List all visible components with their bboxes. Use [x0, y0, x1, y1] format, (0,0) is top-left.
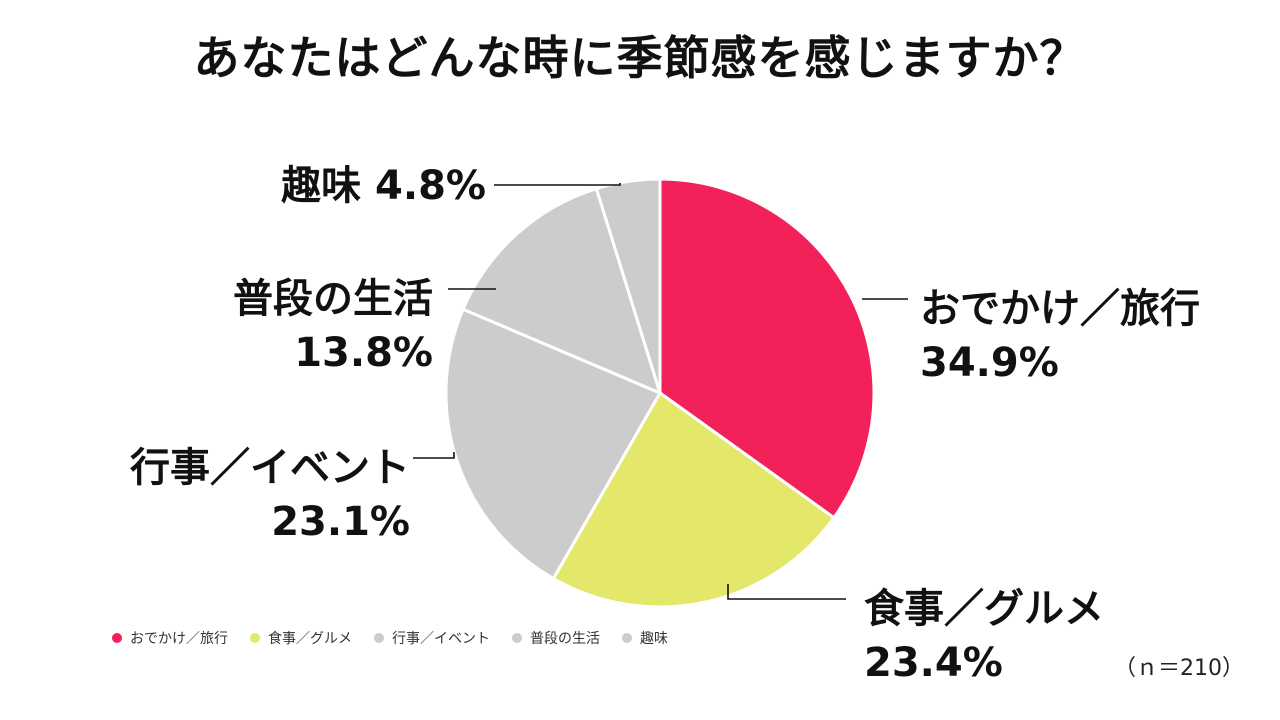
- data-label-5: 趣味 4.8%: [281, 163, 486, 209]
- legend-label-5: 趣味: [640, 631, 668, 647]
- data-label-3: 行事／イベント 23.1%: [130, 445, 410, 545]
- legend-label-4: 普段の生活: [530, 631, 600, 647]
- data-label-1-line-1: おでかけ／旅行: [920, 286, 1200, 332]
- data-label-1: おでかけ／旅行 34.9%: [920, 286, 1200, 386]
- callout-line-3: [413, 452, 455, 459]
- data-label-2: 食事／グルメ 23.4%: [864, 586, 1104, 686]
- data-label-4-line-1: 普段の生活: [233, 276, 433, 322]
- data-label-3-line-2: 23.1%: [271, 499, 410, 545]
- data-label-2-line-2: 23.4%: [864, 640, 1003, 686]
- legend-item-2: 食事／グルメ: [250, 628, 352, 648]
- legend-swatch-5: [622, 633, 632, 643]
- pie-slice-2: [551, 390, 837, 609]
- legend-item-5: 趣味: [622, 628, 668, 648]
- legend-swatch-4: [512, 633, 522, 643]
- legend-label-3: 行事／イベント: [392, 631, 490, 647]
- pie-slice-5: [594, 177, 662, 394]
- legend-item-1: おでかけ／旅行: [112, 628, 228, 648]
- callout-line-2: [727, 584, 846, 600]
- data-label-4: 普段の生活 13.8%: [233, 276, 433, 376]
- data-label-4-line-2: 13.8%: [294, 330, 433, 376]
- legend-label-1: おでかけ／旅行: [130, 631, 228, 647]
- sample-size-note: （ｎ＝210）: [1114, 656, 1244, 681]
- legend-swatch-1: [112, 633, 122, 643]
- data-label-1-line-2: 34.9%: [920, 340, 1059, 386]
- pie-slice-3: [444, 307, 663, 581]
- legend: おでかけ／旅行 食事／グルメ 行事／イベント 普段の生活 趣味: [112, 628, 690, 648]
- legend-swatch-2: [250, 633, 260, 643]
- legend-item-4: 普段の生活: [512, 628, 600, 648]
- legend-item-3: 行事／イベント: [374, 628, 490, 648]
- legend-swatch-3: [374, 633, 384, 643]
- data-label-2-line-1: 食事／グルメ: [864, 586, 1104, 632]
- chart-title: あなたはどんな時に季節感を感じますか？: [193, 31, 1087, 85]
- data-label-3-line-1: 行事／イベント: [130, 445, 410, 491]
- data-label-5-line-1: 趣味 4.8%: [281, 163, 486, 209]
- callout-line-5: [494, 183, 621, 186]
- pie-slice-1: [658, 177, 876, 520]
- legend-label-2: 食事／グルメ: [268, 631, 352, 647]
